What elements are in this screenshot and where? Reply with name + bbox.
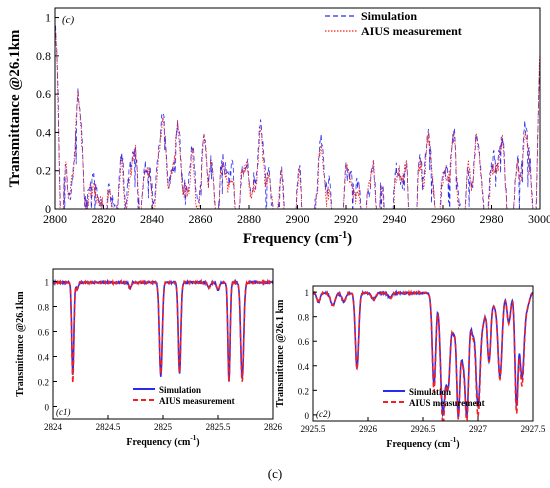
y-tick-label: 1 xyxy=(305,288,310,298)
figure-caption: (c) xyxy=(268,466,282,481)
x-tick-label: 2980 xyxy=(480,212,504,226)
x-tick-label: 2825.5 xyxy=(206,422,231,432)
x-tick-label: 2940 xyxy=(383,212,407,226)
y-tick-label: 0.8 xyxy=(298,313,310,323)
y-tick-label: 0 xyxy=(45,202,51,216)
y-tick-label: 0.6 xyxy=(36,87,51,101)
chart-c2: 2925.5 2926 2926.5 2927 2927.5 0 0.2 0.4 0.6 0.8 1… xyxy=(275,285,546,450)
y-tick-label: 0.2 xyxy=(298,386,309,396)
chart-c: 2800 2820 2840 2860 2880 2900 2920 2940 2960 2980… xyxy=(7,7,550,247)
y-tick-label: 0.6 xyxy=(38,328,50,338)
x-tick-label: 2800 xyxy=(43,212,67,226)
x-tick-label: 2840 xyxy=(140,212,164,226)
series-line-measurement xyxy=(53,278,273,384)
y-tick-label: 0.4 xyxy=(38,353,50,363)
x-tick-label: 2925.5 xyxy=(301,424,326,434)
x-tick-label: 2860 xyxy=(189,212,213,226)
y-tick-label: 0 xyxy=(45,403,50,413)
y-tick-label: 0 xyxy=(305,411,310,421)
x-tick-label: 2900 xyxy=(286,212,310,226)
series-line-measurement xyxy=(313,289,533,421)
legend-entry-simulation: Simulation xyxy=(409,387,451,397)
y-tick-label: 1 xyxy=(45,278,50,288)
x-tick-label: 2926.5 xyxy=(411,424,436,434)
y-tick-label: 0.2 xyxy=(38,378,49,388)
x-tick-label: 2824 xyxy=(44,422,63,432)
x-axis-label: Frequency (cm-1) xyxy=(126,434,199,448)
legend-entry-simulation: Simulation xyxy=(361,9,417,23)
y-tick-label: 0.4 xyxy=(298,362,310,372)
x-axis-label: Frequency (cm-1) xyxy=(243,230,352,247)
x-tick-label: 2960 xyxy=(431,212,455,226)
y-axis-label: Transmittance @26.1km xyxy=(7,29,23,187)
y-axis-label: Transmittance @26.1km xyxy=(15,291,26,397)
panel-label: (c) xyxy=(62,14,75,26)
x-tick-label: 2826 xyxy=(264,422,283,432)
legend-entry-measurement: AIUS measurement xyxy=(409,398,485,408)
x-tick-label: 2880 xyxy=(237,212,261,226)
x-tick-label: 2927 xyxy=(469,424,488,434)
chart-c1: 2824 2824.5 2825 2825.5 2826 0 0.2 0.4 0.6 0.8 1 Fr… xyxy=(15,268,283,448)
x-tick-label: 2825 xyxy=(154,422,173,432)
y-tick-label: 0.6 xyxy=(298,337,310,347)
x-tick-label: 2927.5 xyxy=(521,424,546,434)
legend-entry-simulation: Simulation xyxy=(159,385,201,395)
series-line-measurement xyxy=(55,29,540,209)
x-axis-label: Frequency (cm-1) xyxy=(386,436,459,450)
y-tick-label: 0.8 xyxy=(36,49,51,63)
legend-entry-measurement: AIUS measurement xyxy=(361,24,462,38)
panel-label: (c2) xyxy=(316,409,331,419)
x-tick-label: 2820 xyxy=(92,212,116,226)
x-tick-label: 2920 xyxy=(334,212,358,226)
y-axis-label: Transmittance @26.1 km xyxy=(275,299,286,407)
x-tick-label: 2824.5 xyxy=(96,422,121,432)
x-tick-label: 3000 xyxy=(528,212,550,226)
y-tick-label: 0.2 xyxy=(36,164,51,178)
y-tick-label: 1 xyxy=(45,11,51,25)
panel-label: (c1) xyxy=(56,407,71,417)
y-tick-label: 0.4 xyxy=(36,125,51,139)
x-tick-label: 2926 xyxy=(359,424,378,434)
y-tick-label: 0.8 xyxy=(38,303,50,313)
legend-entry-measurement: AIUS measurement xyxy=(159,396,235,406)
